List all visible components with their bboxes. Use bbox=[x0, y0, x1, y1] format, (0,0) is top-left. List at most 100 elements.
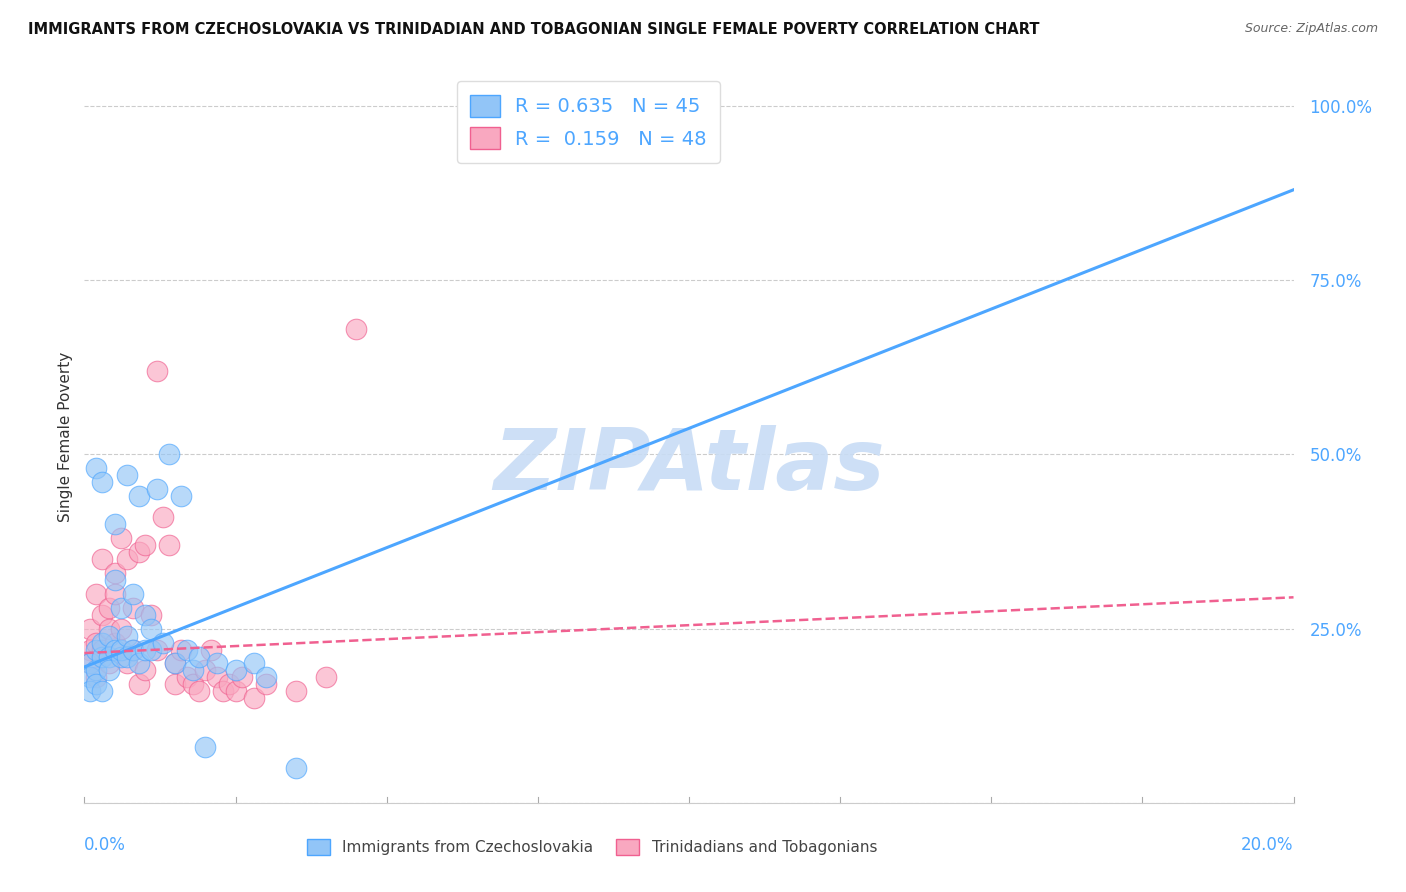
Point bbox=[86, 461, 108, 475]
Point bbox=[146, 642, 169, 657]
Point bbox=[115, 657, 138, 671]
Point bbox=[134, 664, 156, 678]
Point bbox=[165, 677, 187, 691]
Point bbox=[188, 684, 211, 698]
Point bbox=[115, 629, 138, 643]
Text: ZIPAtlas: ZIPAtlas bbox=[494, 425, 884, 508]
Point bbox=[134, 642, 156, 657]
Point bbox=[104, 517, 127, 532]
Point bbox=[146, 483, 169, 497]
Point bbox=[285, 761, 308, 775]
Point bbox=[104, 566, 127, 580]
Point bbox=[231, 670, 253, 684]
Point bbox=[110, 649, 132, 664]
Point bbox=[128, 545, 150, 559]
Legend: Immigrants from Czechoslovakia, Trinidadians and Tobagonians: Immigrants from Czechoslovakia, Trinidad… bbox=[301, 833, 883, 861]
Text: Source: ZipAtlas.com: Source: ZipAtlas.com bbox=[1244, 22, 1378, 36]
Point bbox=[104, 573, 127, 587]
Point bbox=[97, 657, 120, 671]
Point bbox=[121, 600, 143, 615]
Point bbox=[152, 635, 174, 649]
Point bbox=[121, 642, 143, 657]
Point bbox=[97, 649, 120, 664]
Point bbox=[79, 657, 101, 671]
Point bbox=[110, 622, 132, 636]
Point bbox=[315, 670, 337, 684]
Point bbox=[91, 475, 114, 490]
Point bbox=[86, 670, 108, 684]
Point bbox=[91, 684, 114, 698]
Text: 20.0%: 20.0% bbox=[1241, 836, 1294, 854]
Point bbox=[86, 677, 108, 691]
Point bbox=[91, 607, 114, 622]
Point bbox=[121, 587, 143, 601]
Point bbox=[170, 642, 193, 657]
Point bbox=[225, 664, 247, 678]
Point bbox=[104, 642, 127, 657]
Point bbox=[104, 635, 127, 649]
Point bbox=[152, 510, 174, 524]
Point bbox=[86, 664, 108, 678]
Point bbox=[157, 538, 180, 552]
Point bbox=[128, 489, 150, 503]
Point bbox=[170, 489, 193, 503]
Point bbox=[110, 600, 132, 615]
Point bbox=[97, 629, 120, 643]
Point bbox=[254, 670, 277, 684]
Point bbox=[79, 670, 101, 684]
Point bbox=[134, 607, 156, 622]
Point bbox=[91, 552, 114, 566]
Point bbox=[146, 364, 169, 378]
Point bbox=[207, 657, 229, 671]
Point bbox=[86, 587, 108, 601]
Point bbox=[207, 670, 229, 684]
Point bbox=[86, 635, 108, 649]
Point bbox=[91, 635, 114, 649]
Point bbox=[128, 657, 150, 671]
Y-axis label: Single Female Poverty: Single Female Poverty bbox=[58, 352, 73, 522]
Point bbox=[157, 448, 180, 462]
Point bbox=[242, 657, 264, 671]
Text: 0.0%: 0.0% bbox=[84, 836, 127, 854]
Point bbox=[346, 322, 368, 336]
Point bbox=[139, 622, 162, 636]
Point bbox=[194, 740, 217, 755]
Point bbox=[188, 649, 211, 664]
Point bbox=[212, 684, 235, 698]
Point bbox=[110, 642, 132, 657]
Point bbox=[115, 552, 138, 566]
Text: IMMIGRANTS FROM CZECHOSLOVAKIA VS TRINIDADIAN AND TOBAGONIAN SINGLE FEMALE POVER: IMMIGRANTS FROM CZECHOSLOVAKIA VS TRINID… bbox=[28, 22, 1039, 37]
Point bbox=[225, 684, 247, 698]
Point bbox=[91, 642, 114, 657]
Point bbox=[176, 642, 198, 657]
Point bbox=[121, 642, 143, 657]
Point bbox=[97, 622, 120, 636]
Point bbox=[181, 664, 204, 678]
Point bbox=[79, 642, 101, 657]
Point bbox=[254, 677, 277, 691]
Point bbox=[86, 642, 108, 657]
Point bbox=[139, 642, 162, 657]
Point bbox=[200, 642, 222, 657]
Point bbox=[91, 649, 114, 664]
Point bbox=[218, 677, 240, 691]
Point bbox=[194, 664, 217, 678]
Point bbox=[115, 468, 138, 483]
Point bbox=[79, 622, 101, 636]
Point bbox=[97, 664, 120, 678]
Point bbox=[176, 670, 198, 684]
Point bbox=[110, 531, 132, 545]
Point bbox=[165, 657, 187, 671]
Point bbox=[181, 677, 204, 691]
Point bbox=[165, 657, 187, 671]
Point bbox=[79, 657, 101, 671]
Point bbox=[139, 607, 162, 622]
Point bbox=[79, 684, 101, 698]
Point bbox=[115, 649, 138, 664]
Point bbox=[242, 691, 264, 706]
Point bbox=[128, 677, 150, 691]
Point bbox=[104, 587, 127, 601]
Point bbox=[97, 600, 120, 615]
Point bbox=[134, 538, 156, 552]
Point bbox=[285, 684, 308, 698]
